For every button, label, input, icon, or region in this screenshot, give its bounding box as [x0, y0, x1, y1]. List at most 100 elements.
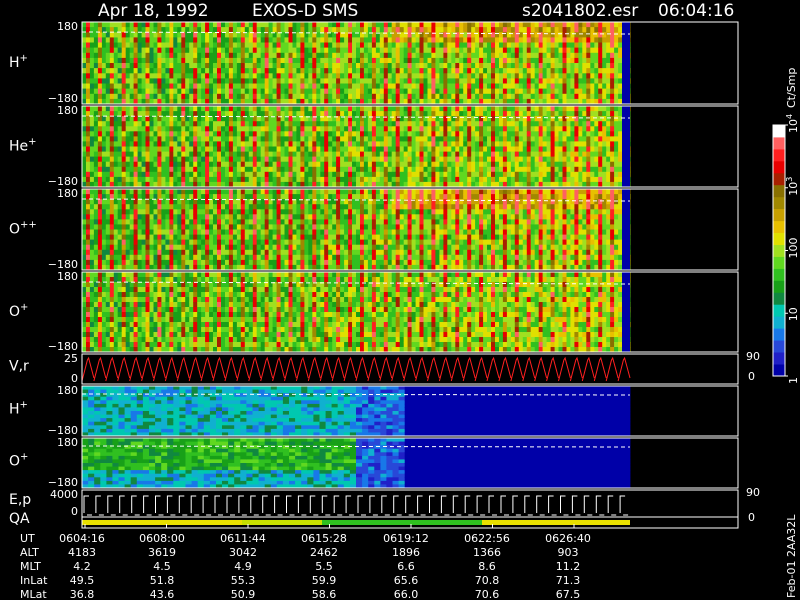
panel-8-labels: E,p 4000 0 90 0 [9, 486, 760, 524]
ephemeris-cell: 0604:16 [59, 532, 105, 545]
ephemeris-row-label: MLT [20, 560, 41, 573]
panel-2-species: He+ [9, 137, 37, 155]
panel-6-heatmap [81, 386, 631, 437]
panel-labels: H+180−180He+180−180O++180−180O+180−180V,… [9, 20, 760, 527]
ephemeris-cell: 0611:44 [220, 532, 266, 545]
panel-7-labels: O+ 180 −180 [9, 436, 78, 489]
colorbar-swatch [773, 172, 785, 186]
colorbar-swatch [773, 364, 785, 377]
ephemeris-cell: 49.5 [70, 574, 95, 587]
colorbar-swatch [773, 160, 785, 174]
panel-2-heatmap [81, 106, 631, 188]
colorbar-unit: Ct/Smp [785, 68, 798, 108]
ephemeris-cell: 1366 [473, 546, 501, 559]
panel-5-species: V,r [9, 359, 29, 375]
colorbar-swatch [773, 208, 785, 222]
colorbar-swatch [773, 184, 785, 198]
panel-3-frame [81, 188, 739, 271]
ephemeris-cell: 50.9 [231, 588, 256, 600]
panel-1-ymax: 180 [57, 20, 78, 33]
panel-5-right-top: 90 [746, 350, 760, 363]
panel-1-ymin: −180 [48, 92, 78, 105]
ephemeris-cell: 70.6 [475, 588, 500, 600]
colorbar-swatch [773, 232, 785, 245]
panel-4-ymax: 180 [57, 270, 78, 283]
panel-5-right-bottom: 0 [748, 370, 755, 383]
ephemeris-cell: 71.3 [556, 574, 581, 587]
panel-4-ymin: −180 [48, 340, 78, 353]
panel-8-species: E,p [9, 492, 31, 508]
panel-2-ymax: 180 [57, 104, 78, 117]
plot-instrument: EXOS-D SMS [252, 1, 358, 21]
colorbar-swatch [773, 268, 785, 281]
time-ticks [84, 524, 575, 528]
heatmap-layer [81, 22, 631, 525]
colorbar-tick-label: 1 [787, 377, 800, 384]
ephemeris-cell: 66.0 [394, 588, 419, 600]
colorbar-tick-label: 10 [787, 307, 800, 321]
ephemeris-cell: 4.9 [234, 560, 252, 573]
panel-3-ymax: 180 [57, 187, 78, 200]
colorbar-swatch [773, 316, 785, 329]
panel-7-ymin: −180 [48, 476, 78, 489]
panel-4-frame [81, 271, 739, 353]
ephemeris-cell: 55.3 [231, 574, 256, 587]
ephemeris-cell: 0608:00 [139, 532, 185, 545]
panel-8-right-bottom: 0 [748, 511, 755, 524]
panel-9-species: QA [9, 511, 30, 527]
panel-8-heatmap [83, 495, 629, 516]
ephemeris-cell: 58.6 [312, 588, 337, 600]
ephemeris-cell: 11.2 [556, 560, 581, 573]
colorbar-swatch [773, 340, 785, 353]
ephemeris-cell: 67.5 [556, 588, 581, 600]
ephemeris-cell: 0615:28 [301, 532, 347, 545]
colorbar-swatch [773, 280, 785, 293]
ephemeris-cell: 8.6 [478, 560, 496, 573]
panel-5-labels: V,r 25 0 90 0 [9, 350, 760, 385]
panel-6-frame [81, 385, 739, 437]
panel-3-species: O++ [9, 220, 37, 238]
ephemeris-table: UT 0604:16 0608:00 0611:44 0615:28 0619:12 062… [20, 532, 591, 600]
panel-frames [81, 21, 739, 529]
colorbar-tick-label: 104 [785, 114, 800, 133]
ephemeris-cell: 3042 [229, 546, 257, 559]
ephemeris-row-label: MLat [20, 588, 47, 600]
ephemeris-row-label: UT [20, 532, 35, 545]
colorbar-swatch [773, 125, 785, 138]
colorbar-swatch [773, 304, 785, 317]
panel-6-species: H+ [9, 400, 28, 418]
colorbar-swatch [773, 256, 785, 269]
colorbar-swatch [773, 196, 785, 210]
ephemeris-cell: 59.9 [312, 574, 337, 587]
panel-2-frame [81, 105, 739, 188]
panel-4-labels: O+ 180 −180 [9, 270, 78, 353]
footer-code: Feb-01 2AA32L [785, 514, 798, 598]
ephemeris-cell: 51.8 [150, 574, 175, 587]
plot-file: s2041802.esr [522, 1, 638, 21]
panel-6-ymin: −180 [48, 424, 78, 437]
panel-7-species: O+ [9, 452, 28, 470]
panel-7-frame [81, 437, 739, 489]
panel-8-ymin: 0 [71, 505, 78, 518]
panel-6-labels: H+ 180 −180 [9, 384, 78, 437]
panel-5-ymax: 25 [64, 352, 78, 365]
colorbar-swatch [773, 352, 785, 365]
panel-9-heatmap [82, 520, 630, 525]
ephemeris-cell: 0619:12 [383, 532, 429, 545]
colorbar: 1 10 100 103 104 [772, 114, 800, 384]
panel-1-heatmap [81, 22, 631, 105]
ephemeris-cell: 43.6 [150, 588, 175, 600]
panel-4-heatmap [81, 272, 631, 353]
colorbar-swatch [773, 292, 785, 305]
ephemeris-cell: 6.6 [397, 560, 415, 573]
panel-1-species: H+ [9, 53, 28, 71]
ephemeris-cell: 0626:40 [545, 532, 591, 545]
panel-3-heatmap [81, 189, 631, 271]
panel-7-ymax: 180 [57, 436, 78, 449]
colorbar-swatch [773, 244, 785, 257]
panel-1-labels: H+ 180 −180 [9, 20, 78, 105]
panel-8-right-top: 90 [746, 486, 760, 499]
panel-3-ymin: −180 [48, 258, 78, 271]
panel-5-ymin: 0 [71, 372, 78, 385]
